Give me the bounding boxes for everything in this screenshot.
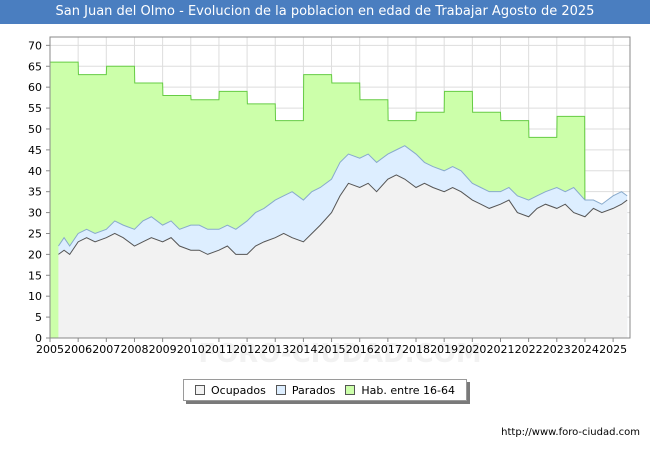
legend-item-habitantes: Hab. entre 16-64	[345, 384, 455, 397]
y-tick-label: 60	[28, 81, 42, 94]
x-tick-label: 2020	[458, 343, 486, 356]
x-tick-label: 2018	[402, 343, 430, 356]
x-tick-label: 2010	[177, 343, 205, 356]
series-area-ocupados	[58, 174, 628, 338]
legend-swatch-parados	[275, 385, 286, 395]
x-tick-label: 2011	[205, 343, 233, 356]
legend-item-ocupados: Ocupados	[194, 383, 266, 397]
x-tick-label: 2006	[64, 343, 92, 356]
y-tick-label: 40	[28, 165, 42, 178]
legend-swatch-ocupados	[194, 385, 205, 395]
chart-title: San Juan del Olmo - Evolucion de la pobl…	[0, 0, 650, 24]
y-tick-label: 70	[28, 39, 42, 52]
x-tick-label: 2021	[486, 343, 514, 356]
y-tick-label: 65	[28, 60, 42, 73]
y-tick-label: 10	[28, 290, 42, 303]
y-tick-label: 5	[35, 311, 42, 324]
x-tick-label: 2017	[374, 343, 402, 356]
y-tick-label: 0	[35, 332, 42, 345]
legend-item-parados: Parados	[275, 383, 336, 397]
plot-border	[49, 36, 631, 339]
series-line-hab-entre-16-64	[50, 61, 586, 221]
y-tick-label: 20	[28, 248, 42, 261]
legend-swatch-habitantes	[345, 385, 356, 395]
x-tick-label: 2013	[261, 343, 289, 356]
y-tick-label: 30	[28, 207, 42, 220]
x-tick-label: 2007	[92, 343, 120, 356]
x-tick-label: 2025	[599, 343, 627, 356]
x-tick-label: 2016	[346, 343, 374, 356]
x-tick-label: 2014	[289, 343, 317, 356]
x-tick-label: 2012	[233, 343, 261, 356]
legend-label-ocupados: Ocupados	[210, 383, 266, 397]
legend: Ocupados Parados Hab. entre 16-64	[183, 379, 467, 401]
y-tick-label: 35	[28, 186, 42, 199]
y-tick-label: 25	[28, 227, 42, 240]
x-tick-label: 2023	[543, 343, 571, 356]
x-tick-label: 2008	[120, 343, 148, 356]
y-tick-label: 50	[28, 123, 42, 136]
x-tick-label: 2022	[515, 343, 543, 356]
source-link[interactable]: http://www.foro-ciudad.com	[501, 427, 640, 438]
x-tick-label: 2005	[36, 343, 64, 356]
watermark: FORO-CIUDAD.COM	[198, 339, 481, 369]
y-tick-label: 55	[28, 102, 42, 115]
series-line-parados	[58, 145, 628, 247]
series-line-ocupados	[58, 174, 628, 256]
x-tick-label: 2019	[430, 343, 458, 356]
legend-label-parados: Parados	[291, 383, 336, 397]
y-tick-label: 15	[28, 269, 42, 282]
x-tick-label: 2009	[149, 343, 177, 356]
x-tick-label: 2024	[571, 343, 599, 356]
x-tick-label: 2015	[318, 343, 346, 356]
legend-label-habitantes: Hab. entre 16-64	[361, 383, 455, 397]
y-tick-label: 45	[28, 144, 42, 157]
